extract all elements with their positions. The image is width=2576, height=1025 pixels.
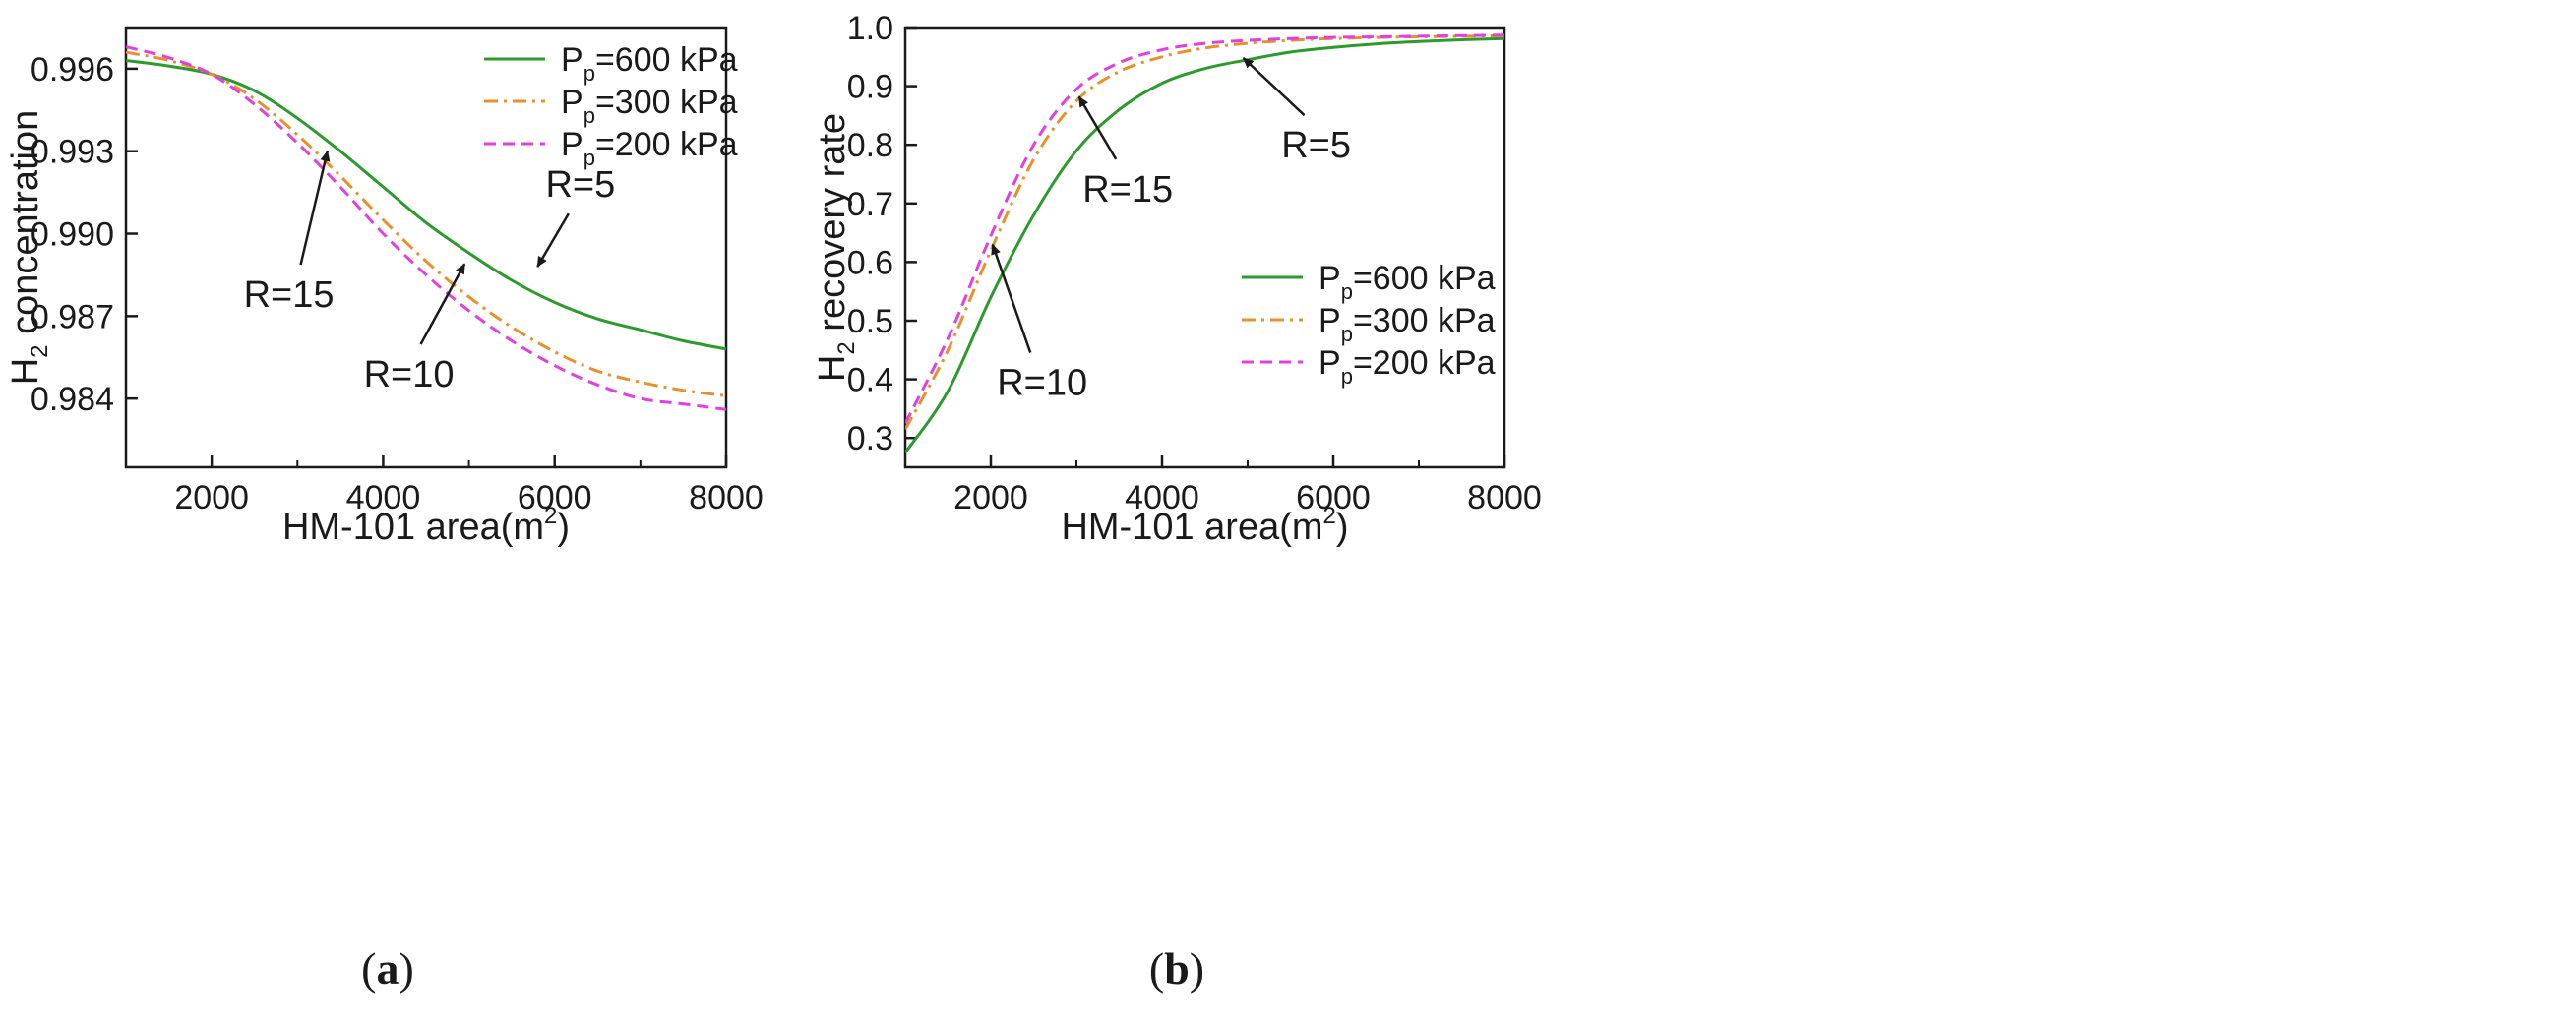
panel-label-b: (b) <box>1149 943 1204 994</box>
x-axis-label-b: HM-101 area(m2) <box>1061 503 1348 548</box>
series-line <box>126 50 726 397</box>
y-tick-label: 0.7 <box>847 186 893 223</box>
legend-label: Pp=300 kPa <box>561 84 738 128</box>
annotations-a: R=5 R=15 R=10 <box>244 150 615 395</box>
series-layer-b <box>905 33 1504 453</box>
y-tick-label: 0.4 <box>847 362 893 399</box>
y-axis-label-a: H2 concentration <box>5 110 53 386</box>
y-tick-label: 1.0 <box>847 10 893 47</box>
x-tick-label: 8000 <box>689 479 764 516</box>
series-line <box>126 45 726 411</box>
panel-label-a: (a) <box>361 943 414 994</box>
annotation-label: R=10 <box>364 354 455 395</box>
y-tick-label: 0.990 <box>31 216 114 254</box>
y-tick-label: 0.6 <box>847 244 893 281</box>
annotation-arrow <box>1077 95 1118 160</box>
series-line <box>905 33 1504 424</box>
legend-label: Pp=200 kPa <box>561 126 738 170</box>
x-tick-label: 8000 <box>1467 479 1542 516</box>
axis-ticks-a: 2000 4000 6000 8000 0.984 0.987 0.990 0.993 0.99… <box>31 51 764 516</box>
annotation-label: R=10 <box>997 363 1087 404</box>
x-tick-label: 2000 <box>953 479 1028 516</box>
annotation-label: R=15 <box>1082 169 1173 211</box>
annotation-label: R=5 <box>1281 125 1351 166</box>
y-tick-label: 0.984 <box>31 381 114 418</box>
legend-label: Pp=200 kPa <box>1319 344 1496 389</box>
annotation-label: R=15 <box>244 274 335 316</box>
chart-panel-a: 2000 4000 6000 8000 0.984 0.987 0.990 0.993 0.99… <box>5 26 764 994</box>
annotation-arrow <box>991 243 1032 353</box>
x-tick-label: 4000 <box>346 479 421 516</box>
y-tick-label: 0.3 <box>847 420 893 457</box>
y-axis-label-b: H2 recovery rate <box>812 113 860 382</box>
annotation-label: R=5 <box>545 164 615 206</box>
annotation-arrow <box>1242 57 1306 117</box>
x-tick-label: 6000 <box>1296 479 1371 516</box>
y-tick-label: 0.5 <box>847 303 893 340</box>
y-tick-label: 0.996 <box>31 51 114 89</box>
series-layer-a <box>126 45 726 411</box>
legend-label: Pp=600 kPa <box>561 41 738 86</box>
x-tick-label: 2000 <box>174 479 249 516</box>
x-tick-label: 6000 <box>518 479 592 516</box>
y-tick-label: 0.987 <box>31 298 114 335</box>
y-tick-label: 0.9 <box>847 69 893 106</box>
annotations-b: R=5 R=15 R=10 <box>991 57 1351 404</box>
x-axis-label-a: HM-101 area(m2) <box>282 503 570 548</box>
y-tick-label: 0.993 <box>31 134 114 171</box>
annotation-arrow <box>419 263 466 345</box>
y-tick-label: 0.8 <box>847 127 893 164</box>
legend-label: Pp=600 kPa <box>1319 260 1496 304</box>
series-line <box>905 33 1504 431</box>
legend-label: Pp=300 kPa <box>1319 302 1496 346</box>
annotation-arrow <box>536 212 570 268</box>
series-line <box>126 59 726 351</box>
plot-frame-b <box>903 26 1506 469</box>
x-tick-label: 4000 <box>1125 479 1199 516</box>
chart-panel-b: 2000 4000 6000 8000 0.3 0.4 0.5 0.6 0.7 0.8 0.9 1.0… <box>812 10 1542 994</box>
axis-ticks-b: 2000 4000 6000 8000 0.3 0.4 0.5 0.6 0.7 0.8 0.9 1.0 <box>847 10 1542 516</box>
series-line <box>905 36 1504 453</box>
annotation-arrow <box>299 150 331 266</box>
plot-frame-a <box>124 26 728 469</box>
